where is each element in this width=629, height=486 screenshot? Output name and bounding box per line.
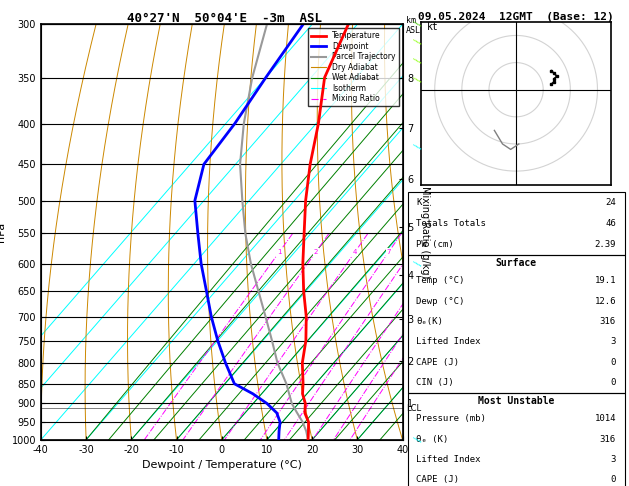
Text: 12.6: 12.6 [594,296,616,306]
Text: 7: 7 [386,249,391,255]
Text: \: \ [414,37,423,47]
Text: 316: 316 [600,434,616,444]
Text: K: K [416,198,421,208]
Text: CAPE (J): CAPE (J) [416,475,459,485]
Text: Surface: Surface [496,258,537,268]
Text: Most Unstable: Most Unstable [478,396,554,405]
Text: 1014: 1014 [594,414,616,423]
Text: 316: 316 [600,317,616,326]
Text: Dewp (°C): Dewp (°C) [416,296,465,306]
Text: CAPE (J): CAPE (J) [416,358,459,366]
Text: 0: 0 [611,358,616,366]
Text: 1: 1 [277,249,282,255]
Text: LCL: LCL [406,404,421,413]
Text: km
ASL: km ASL [406,16,421,35]
Text: θₑ (K): θₑ (K) [416,434,448,444]
Text: 09.05.2024  12GMT  (Base: 12): 09.05.2024 12GMT (Base: 12) [418,12,614,22]
Text: θₑ(K): θₑ(K) [416,317,443,326]
Text: \: \ [414,435,423,445]
Text: 24: 24 [605,198,616,208]
Y-axis label: hPa: hPa [0,222,6,242]
Text: \: \ [414,143,423,152]
Text: PW (cm): PW (cm) [416,240,454,249]
Text: 2: 2 [314,249,318,255]
Text: CIN (J): CIN (J) [416,378,454,387]
Y-axis label: Mixing Ratio (g/kg): Mixing Ratio (g/kg) [420,186,430,278]
Text: 46: 46 [605,219,616,228]
Text: 3: 3 [611,337,616,347]
Text: Pressure (mb): Pressure (mb) [416,414,486,423]
Text: Lifted Index: Lifted Index [416,455,481,464]
Text: 19.1: 19.1 [594,277,616,285]
Text: Lifted Index: Lifted Index [416,337,481,347]
X-axis label: Dewpoint / Temperature (°C): Dewpoint / Temperature (°C) [142,460,302,470]
Text: 40°27'N  50°04'E  -3m  ASL: 40°27'N 50°04'E -3m ASL [127,12,323,25]
Text: Totals Totals: Totals Totals [416,219,486,228]
Bar [408,192,625,255]
Text: \: \ [414,76,423,85]
Bar [408,393,625,486]
Legend: Temperature, Dewpoint, Parcel Trajectory, Dry Adiabat, Wet Adiabat, Isotherm, Mi: Temperature, Dewpoint, Parcel Trajectory… [308,28,399,106]
Text: 0: 0 [611,378,616,387]
Text: \: \ [414,259,423,268]
Text: 3: 3 [611,455,616,464]
Text: kt: kt [426,22,438,32]
Text: 2.39: 2.39 [594,240,616,249]
Text: 0: 0 [611,475,616,485]
Text: 4: 4 [353,249,357,255]
Text: Temp (°C): Temp (°C) [416,277,465,285]
Text: \: \ [414,56,423,65]
Text: \: \ [414,19,423,29]
Bar [408,255,625,393]
